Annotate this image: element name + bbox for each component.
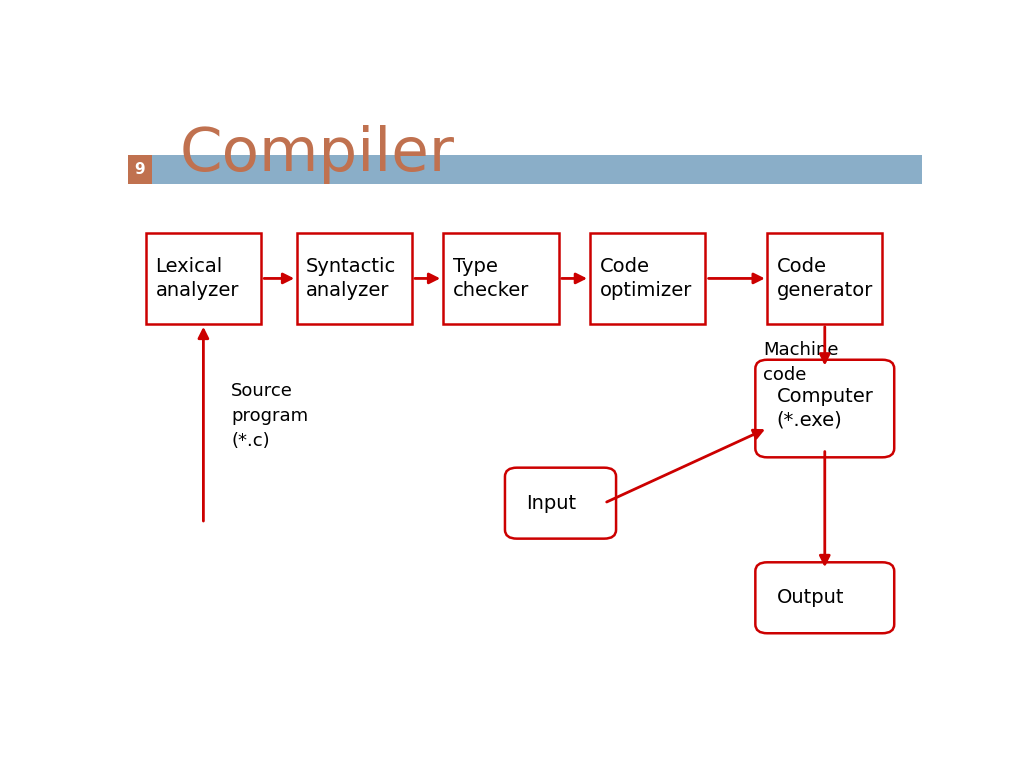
Bar bbox=[128, 155, 152, 184]
Text: Source
program
(*.c): Source program (*.c) bbox=[231, 382, 308, 450]
Text: Code
optimizer: Code optimizer bbox=[600, 257, 692, 300]
Text: Type
checker: Type checker bbox=[453, 257, 529, 300]
Text: 9: 9 bbox=[134, 162, 145, 177]
Text: Machine
code: Machine code bbox=[763, 340, 839, 383]
Bar bbox=[128, 155, 922, 184]
Text: Lexical
analyzer: Lexical analyzer bbox=[156, 257, 239, 300]
FancyBboxPatch shape bbox=[756, 562, 894, 634]
Text: Compiler: Compiler bbox=[179, 124, 455, 184]
Text: Syntactic
analyzer: Syntactic analyzer bbox=[306, 257, 396, 300]
Bar bbox=[590, 233, 706, 324]
FancyBboxPatch shape bbox=[505, 468, 616, 538]
Bar bbox=[297, 233, 412, 324]
Bar bbox=[443, 233, 558, 324]
Text: Code
generator: Code generator bbox=[777, 257, 873, 300]
Text: Computer
(*.exe): Computer (*.exe) bbox=[777, 387, 873, 430]
Bar bbox=[145, 233, 261, 324]
Bar bbox=[767, 233, 883, 324]
Text: Output: Output bbox=[777, 588, 844, 607]
FancyBboxPatch shape bbox=[756, 359, 894, 457]
Text: Input: Input bbox=[526, 494, 577, 513]
